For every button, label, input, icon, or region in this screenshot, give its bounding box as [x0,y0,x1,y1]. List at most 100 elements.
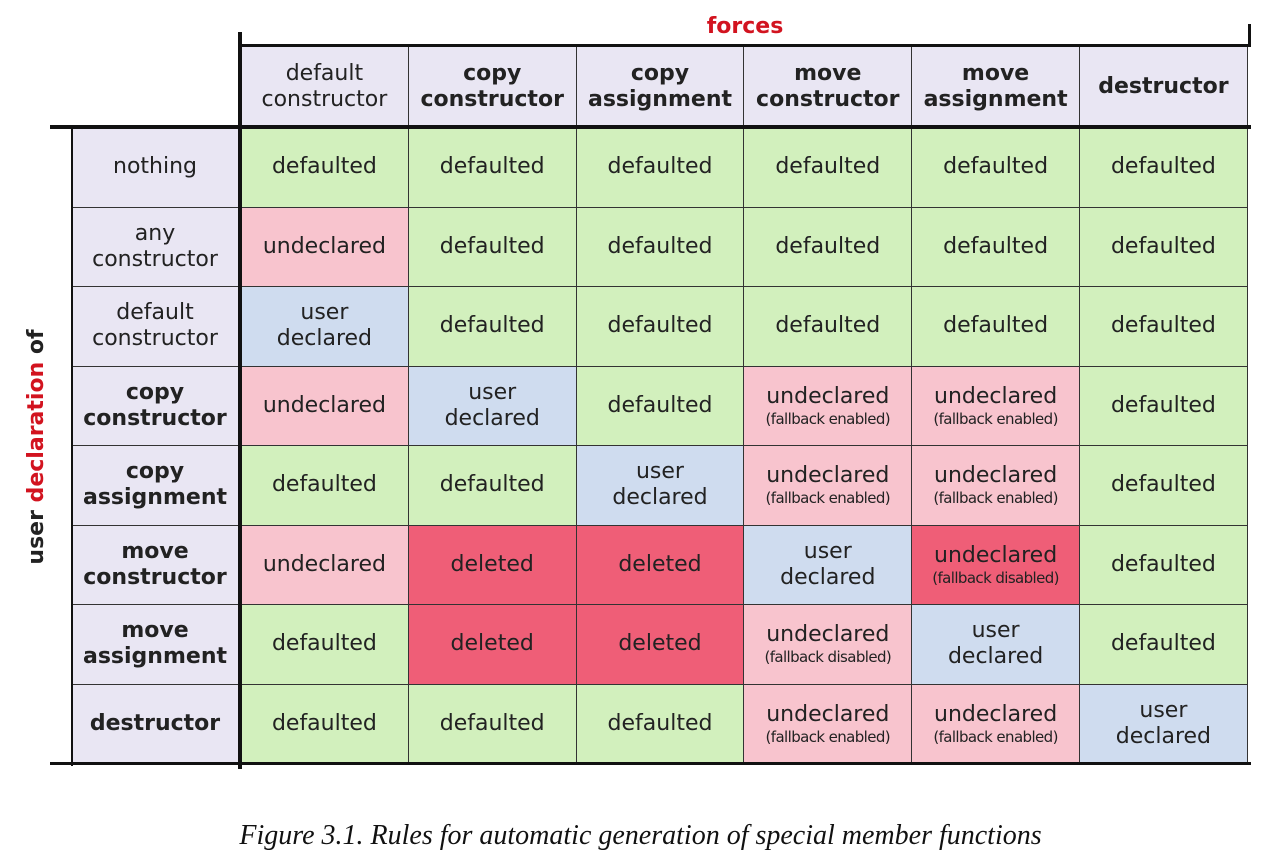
column-header-5: destructor [1080,47,1248,128]
cell-status-text: deleted [618,551,702,577]
cell-status-text: defaulted [607,392,713,418]
row-header-line1: nothing [113,154,197,180]
cell-status-text: deleted [450,631,534,657]
cell-status-text: declared [276,326,373,352]
row-header-4: copy assignment [72,446,239,526]
row-header-6: move assignment [72,605,239,685]
table-cell: undeclared [241,525,409,605]
column-header-3: move constructor [744,47,913,128]
cell-status-text: defaulted [271,631,377,657]
row-header-line1: default [116,300,194,326]
row-header-line2: constructor [92,246,218,272]
top-rule-tick [1248,24,1251,47]
table-cell: user declared [576,446,745,526]
row-header-line2: constructor [83,564,227,590]
table-cell: defaulted [408,446,577,526]
table-cell: user declared [912,605,1080,685]
row-header-left-border [71,126,73,766]
cell-fallback-note: (fallback disabled) [932,568,1059,587]
table-cell: defaulted [241,446,409,526]
cell-status-text: defaulted [1110,392,1216,418]
row-header-0: nothing [72,128,239,208]
cell-status-text: defaulted [1110,154,1216,180]
table-cell: defaulted [1080,128,1248,208]
cell-status-text: defaulted [1110,313,1216,339]
cell-fallback-note: (fallback enabled) [765,727,891,746]
column-header-line1: move [961,61,1030,86]
table-bottom-border [50,762,1251,765]
cell-status-text: defaulted [271,154,377,180]
cell-status-text: undeclared [934,383,1058,409]
table-cell: defaulted [408,207,577,287]
table-cell: defaulted [241,684,409,764]
table-cell: user declared [408,366,577,446]
cell-status-text: defaulted [439,472,545,498]
column-header-line2: constructor [756,87,900,112]
column-header-line2: assignment [923,87,1068,112]
table-cell: defaulted [576,128,745,208]
cell-fallback-note: (fallback enabled) [933,489,1058,508]
table-cell: deleted [576,525,745,605]
row-header-5: move constructor [72,525,239,605]
table-cell: undeclared (fallback disabled) [744,605,913,685]
table-cell: undeclared (fallback enabled) [744,684,913,764]
cell-status-text: user [468,379,517,405]
row-header-1: any constructor [72,207,239,287]
cell-fallback-note: (fallback enabled) [765,409,891,428]
table-cell: defaulted [744,287,913,367]
row-header-7: destructor [72,684,239,764]
table-cell: defaulted [744,207,913,287]
table-cell: undeclared (fallback enabled) [912,684,1080,764]
row-header-line2: assignment [82,485,227,511]
row-header-line1: copy [125,459,185,485]
side-label-highlight: declaration [24,361,49,503]
table-cell: defaulted [1080,446,1248,526]
cell-status-text: undeclared [766,383,890,409]
cell-status-text: defaulted [271,710,377,736]
table-cell: defaulted [576,366,745,446]
cell-status-text: undeclared [934,542,1058,568]
table-cell: defaulted [912,287,1080,367]
table-cell: deleted [408,525,577,605]
figure-caption: Figure 3.1. Rules for automatic generati… [239,820,1042,851]
cell-status-text: user [1139,697,1188,723]
row-header-3: copy constructor [72,366,239,446]
column-header-line2: assignment [587,87,732,112]
forces-header-label: forces [706,14,784,39]
column-header-line1: copy [463,61,522,86]
cell-status-text: undeclared [934,463,1058,489]
side-label-suffix: of [24,329,49,362]
table-cell: defaulted [1080,525,1248,605]
column-header-divider [50,125,1251,129]
cell-status-text: defaulted [607,154,713,180]
row-header-line2: constructor [92,326,218,352]
column-header-0: default constructor [241,47,409,128]
cell-status-text: declared [612,485,708,511]
table-cell: defaulted [1080,287,1248,367]
table-cell: defaulted [408,128,577,208]
row-header-line1: any [134,220,176,246]
cell-status-text: defaulted [1110,233,1216,259]
cell-status-text: defaulted [607,233,713,259]
row-header-divider [238,32,242,769]
table-cell: undeclared (fallback enabled) [744,446,913,526]
cell-status-text: defaulted [775,154,881,180]
cell-status-text: defaulted [775,313,881,339]
column-header-line1: copy [630,61,690,86]
column-header-2: copy assignment [576,47,745,128]
table-cell: deleted [408,605,577,685]
column-header-4: move assignment [912,47,1080,128]
cell-status-text: declared [780,564,876,590]
cell-status-text: undeclared [766,463,890,489]
cell-status-text: defaulted [271,472,377,498]
cell-status-text: defaulted [607,313,713,339]
cell-status-text: defaulted [439,710,545,736]
cell-status-text: declared [1115,723,1212,749]
cell-fallback-note: (fallback enabled) [933,727,1058,746]
table-cell: deleted [576,605,745,685]
table-cell: defaulted [241,605,409,685]
cell-status-text: undeclared [766,701,890,727]
cell-fallback-note: (fallback disabled) [764,648,892,667]
cell-status-text: deleted [618,631,702,657]
